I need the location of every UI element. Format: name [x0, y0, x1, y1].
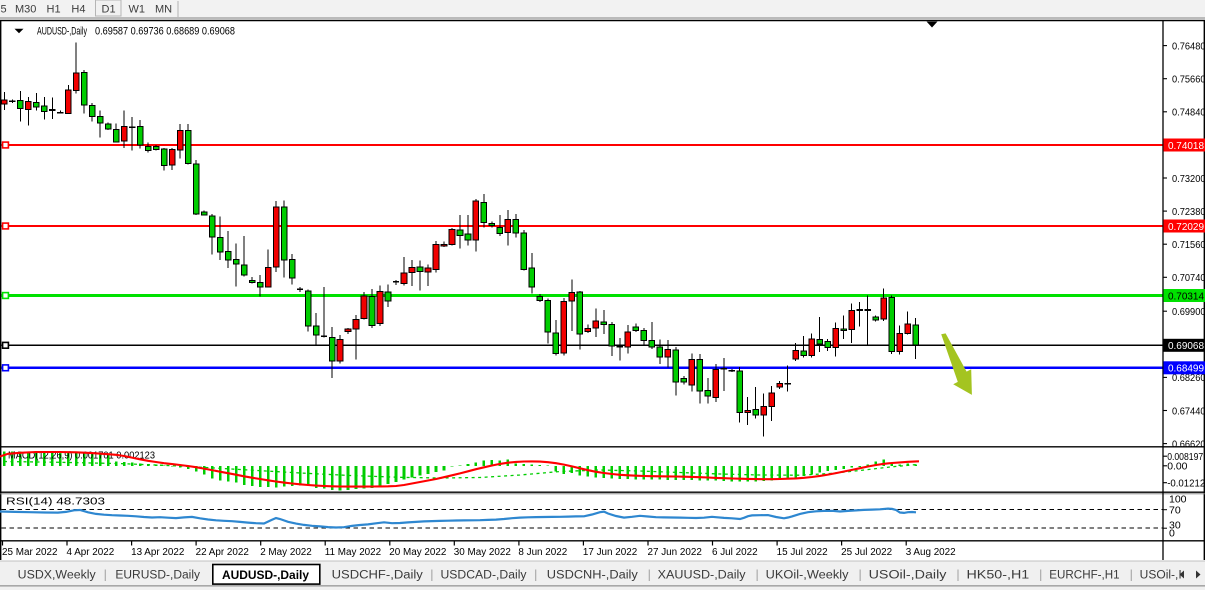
- svg-text:27 Jun 2022: 27 Jun 2022: [648, 547, 702, 558]
- svg-text:0.67440: 0.67440: [1172, 406, 1205, 417]
- svg-text:|: |: [648, 570, 651, 582]
- svg-text:|: |: [534, 570, 537, 582]
- svg-text:0.70740: 0.70740: [1172, 273, 1205, 284]
- svg-text:8 Jun 2022: 8 Jun 2022: [518, 547, 567, 558]
- svg-text:EURCHF-,H1: EURCHF-,H1: [1049, 570, 1119, 582]
- svg-text:-0.01212: -0.01212: [1167, 479, 1205, 490]
- svg-text:15 Jul 2022: 15 Jul 2022: [777, 547, 828, 558]
- svg-text:|: |: [756, 570, 759, 582]
- svg-text:|: |: [430, 570, 433, 582]
- svg-text:0.00: 0.00: [1167, 462, 1187, 473]
- svg-text:2 May 2022: 2 May 2022: [260, 547, 312, 558]
- svg-text:|: |: [957, 570, 960, 582]
- svg-text:0.68499: 0.68499: [1168, 364, 1204, 375]
- svg-text:AUDUSD-,Daily: AUDUSD-,Daily: [37, 25, 87, 37]
- svg-text:H4: H4: [71, 4, 85, 16]
- svg-text:0.71560: 0.71560: [1172, 240, 1205, 251]
- svg-text:0.73200: 0.73200: [1172, 174, 1205, 185]
- svg-text:0.74018: 0.74018: [1168, 141, 1204, 152]
- svg-text:EURUSD-,Daily: EURUSD-,Daily: [115, 570, 200, 582]
- svg-text:0.68260: 0.68260: [1172, 373, 1205, 384]
- svg-text:70: 70: [1169, 504, 1181, 516]
- svg-text:0.76480: 0.76480: [1172, 41, 1205, 52]
- svg-text:6 Jul 2022: 6 Jul 2022: [712, 547, 758, 558]
- svg-text:USDCHF-,Daily: USDCHF-,Daily: [332, 570, 423, 582]
- svg-text:3 Aug 2022: 3 Aug 2022: [906, 547, 956, 558]
- svg-text:MN: MN: [155, 4, 172, 16]
- svg-text:0.70314: 0.70314: [1168, 291, 1204, 302]
- svg-text:M30: M30: [15, 4, 36, 16]
- svg-text:USDCAD-,Daily: USDCAD-,Daily: [441, 570, 527, 582]
- svg-text:0.69900: 0.69900: [1172, 307, 1205, 318]
- svg-text:0.69068: 0.69068: [1168, 341, 1204, 352]
- svg-text:|: |: [1130, 570, 1133, 582]
- svg-text:17 Jun 2022: 17 Jun 2022: [583, 547, 637, 558]
- svg-text:25 Mar 2022: 25 Mar 2022: [2, 547, 57, 558]
- svg-text:0.72029: 0.72029: [1168, 222, 1204, 233]
- svg-text:HK50-,H1: HK50-,H1: [967, 570, 1030, 582]
- svg-text:AUDUSD-,Daily: AUDUSD-,Daily: [222, 568, 309, 582]
- svg-text:0: 0: [1169, 528, 1175, 540]
- svg-text:11 May 2022: 11 May 2022: [325, 547, 381, 558]
- svg-text:0.66620: 0.66620: [1172, 439, 1205, 450]
- svg-text:4 Apr 2022: 4 Apr 2022: [67, 547, 115, 558]
- svg-text:USOil-,I: USOil-,I: [1140, 570, 1182, 582]
- svg-text:D1: D1: [102, 4, 116, 16]
- svg-text:20 May 2022: 20 May 2022: [389, 547, 446, 558]
- svg-text:22 Apr 2022: 22 Apr 2022: [196, 547, 249, 558]
- svg-text:0.69587 0.69736 0.68689 0.6906: 0.69587 0.69736 0.68689 0.69068: [95, 25, 235, 37]
- svg-text:5: 5: [1, 4, 7, 16]
- svg-text:USDCNH-,Daily: USDCNH-,Daily: [547, 570, 638, 582]
- svg-text:0.74840: 0.74840: [1172, 108, 1205, 119]
- svg-text:30 May 2022: 30 May 2022: [454, 547, 511, 558]
- svg-text:XAUUSD-,Daily: XAUUSD-,Daily: [658, 570, 746, 582]
- svg-text:USOil-,Daily: USOil-,Daily: [869, 570, 947, 582]
- svg-text:0.75660: 0.75660: [1172, 75, 1205, 86]
- svg-text:13 Apr 2022: 13 Apr 2022: [131, 547, 184, 558]
- svg-text:H1: H1: [47, 4, 61, 16]
- svg-text:0.72380: 0.72380: [1172, 207, 1205, 218]
- svg-text:USDX,Weekly: USDX,Weekly: [18, 570, 96, 582]
- svg-text:25 Jul 2022: 25 Jul 2022: [841, 547, 892, 558]
- svg-text:W1: W1: [129, 4, 146, 16]
- svg-text:UKOil-,Weekly: UKOil-,Weekly: [766, 570, 849, 582]
- svg-text:|: |: [1039, 570, 1042, 582]
- svg-text:|: |: [104, 570, 107, 582]
- svg-text:RSI(14) 48.7303: RSI(14) 48.7303: [6, 496, 105, 508]
- svg-text:|: |: [859, 570, 862, 582]
